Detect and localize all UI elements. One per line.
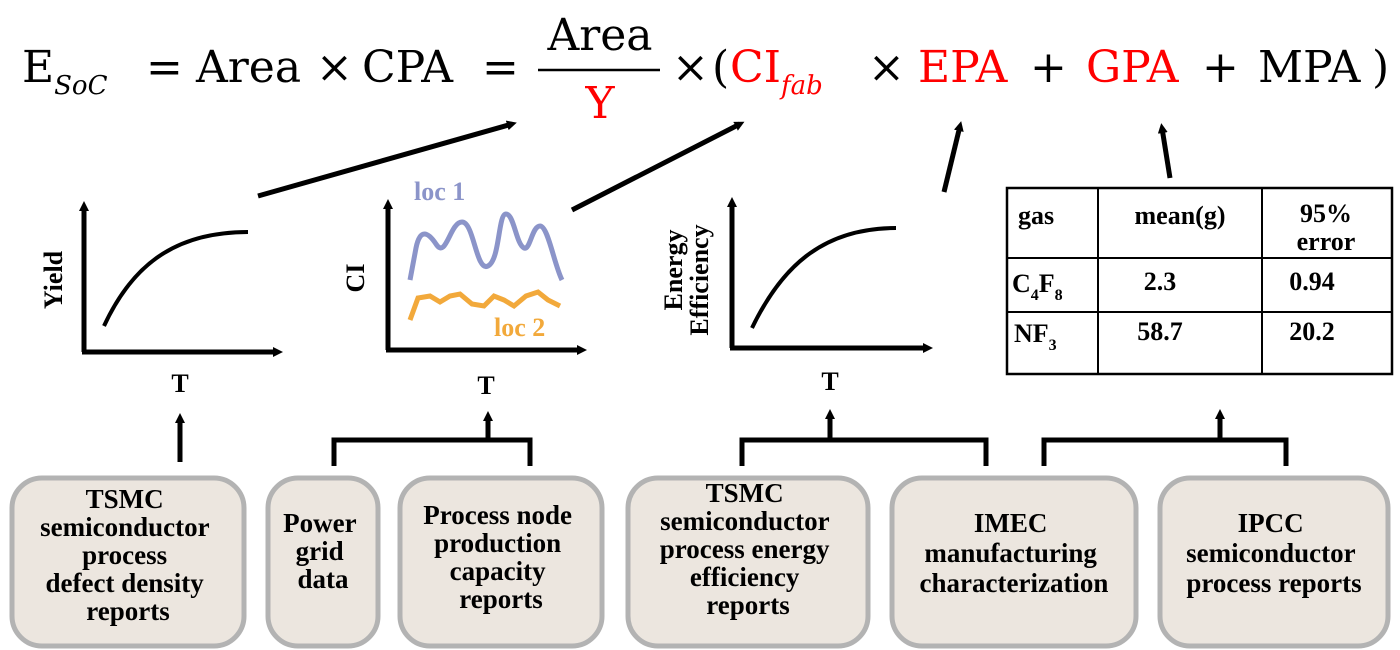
source-connectors [175, 409, 1289, 466]
yield-axis-label: Yield [39, 250, 68, 309]
source-process-node-capacity: Process node production capacity reports [397, 475, 605, 649]
ci-fab-term: CIfab [730, 42, 823, 101]
source-tsmc-energy-efficiency: TSMC semiconductor process energy effici… [625, 475, 871, 649]
table-row-nf3-error: 20.2 [1289, 317, 1335, 346]
source-tsmc-defect-density-label: TSMC semiconductor process defect densit… [40, 484, 216, 626]
yield-x-label: T [171, 369, 188, 398]
equals-sign-2: = [482, 42, 519, 93]
table-row-nf3-mean: 58.7 [1137, 317, 1183, 346]
equation-arrows [257, 120, 1173, 213]
equation-lhs: ESoC [22, 42, 108, 101]
gas-emissions-table: gas mean(g) 95% error C4F8 2.3 0.94 NF3 … [1005, 186, 1394, 376]
connector-bracket-gas [1041, 437, 1289, 466]
table-row-c4f8-error: 0.94 [1289, 267, 1335, 296]
source-ipcc-reports-label: IPCC semiconductor process reports [1186, 508, 1362, 598]
area-term: Area [195, 42, 301, 93]
epa-term: EPA [918, 42, 1009, 93]
fraction-denominator-yield: Y [584, 78, 615, 129]
loc1-series-line [407, 211, 565, 282]
equation: ESoC = Area × CPA = Area Y × ( CIfab × E… [22, 10, 1389, 129]
table-row-nf3-gas: NF3 [1014, 319, 1057, 354]
energy-axis-label-line2: Efficiency [685, 224, 714, 335]
energy-efficiency-curve [750, 226, 897, 329]
loc2-series-line [407, 289, 562, 321]
energy-symbol: E [22, 42, 54, 93]
source-imec-manufacturing: IMEC manufacturing characterization [889, 475, 1139, 649]
table-header-error: error [1297, 227, 1356, 256]
table-border [1005, 186, 1394, 376]
times-sign-1: × [316, 42, 353, 93]
source-power-grid-data: Power grid data [265, 475, 381, 649]
yield-plot: Yield T [39, 201, 283, 398]
energy-axis-label-line1: Energy [659, 230, 688, 311]
arrow-yield-to-y [257, 120, 517, 199]
soc-subscript: SoC [54, 71, 107, 101]
table-header-gas: gas [1018, 201, 1054, 230]
ci-symbol: CI [730, 42, 781, 93]
cpa-term: CPA [362, 42, 454, 93]
equals-sign-1: = [146, 42, 183, 93]
arrow-ci-to-cifab [570, 121, 745, 213]
plus-sign-1: + [1030, 42, 1067, 93]
connector-bracket-ci [331, 437, 533, 466]
loc2-label: loc 2 [494, 313, 545, 342]
source-tsmc-energy-efficiency-label: TSMC semiconductor process energy effici… [660, 478, 836, 620]
connector-bracket-energy [739, 437, 989, 466]
gpa-term: GPA [1086, 42, 1180, 93]
ci-x-label: T [477, 371, 494, 400]
arrow-energy-to-epa [941, 121, 964, 193]
source-tsmc-defect-density: TSMC semiconductor process defect densit… [9, 475, 247, 649]
loc1-label: loc 1 [414, 177, 465, 206]
table-row-c4f8-gas: C4F8 [1012, 269, 1063, 304]
table-row-c4f8-mean: 2.3 [1144, 267, 1177, 296]
source-process-node-capacity-label: Process node production capacity reports [423, 500, 579, 614]
energy-efficiency-plot: Energy Efficiency T [659, 197, 933, 396]
mpa-term: MPA [1258, 42, 1362, 93]
table-header-95: 95% [1300, 199, 1352, 228]
table-header-mean: mean(g) [1135, 201, 1226, 230]
energy-x-label: T [821, 367, 838, 396]
source-ipcc-reports: IPCC semiconductor process reports [1157, 475, 1391, 649]
times-sign-2: × [672, 42, 709, 93]
yield-curve [102, 230, 249, 327]
times-sign-3: × [868, 42, 905, 93]
fraction-numerator: Area [546, 10, 652, 61]
plus-sign-2: + [1202, 42, 1239, 93]
open-paren: ( [712, 42, 729, 93]
source-imec-manufacturing-label: IMEC manufacturing characterization [920, 508, 1109, 598]
source-power-grid-data-label: Power grid data [283, 508, 363, 594]
fab-subscript: fab [779, 71, 823, 101]
ci-plot: loc 1 loc 2 CI T [341, 177, 587, 400]
arrow-table-to-gpa [1157, 123, 1173, 179]
ci-axis-label: CI [341, 264, 370, 293]
close-paren: ) [1372, 42, 1389, 93]
source-boxes: TSMC semiconductor process defect densit… [9, 475, 1391, 649]
